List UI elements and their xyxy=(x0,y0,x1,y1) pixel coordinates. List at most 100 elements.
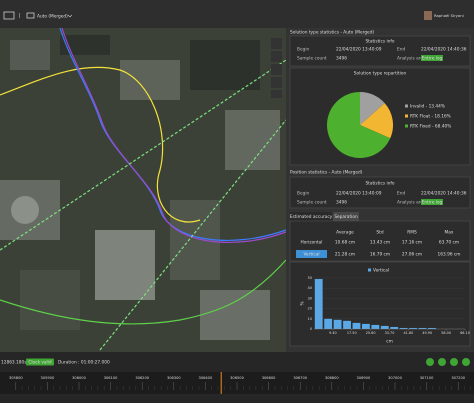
row-label: Vertical xyxy=(303,252,319,258)
y-tick-label: 0 xyxy=(310,327,312,331)
tool-button[interactable] xyxy=(271,51,282,62)
tool-button[interactable] xyxy=(271,64,282,75)
field-label: Sample count xyxy=(297,56,327,62)
stats-table: Average Std RMS Max Horizontal 10.68 cm 13.43 … xyxy=(301,230,461,258)
info-title: Statistics info xyxy=(365,39,394,45)
x-tick-label: 66.10 xyxy=(460,331,470,335)
row-label: Horizontal xyxy=(301,240,323,246)
pie-slice xyxy=(360,92,385,125)
field-label: End xyxy=(397,47,405,53)
area-button[interactable] xyxy=(421,199,443,205)
bar xyxy=(361,323,370,329)
field-value: 3496 xyxy=(336,56,347,62)
y-label: % xyxy=(300,301,306,305)
pie-slice xyxy=(327,92,391,158)
pie-slice xyxy=(360,103,394,139)
y-tick-label: 40 xyxy=(308,286,312,290)
field-label: End xyxy=(397,191,405,197)
tool-button[interactable] xyxy=(271,38,282,49)
legend-swatch xyxy=(405,104,408,108)
cell: 27.06 cm xyxy=(402,252,422,258)
tab-label[interactable]: Separation xyxy=(334,214,358,220)
timeline-tick-label: 306100 xyxy=(104,376,118,380)
timeline-tick-label: 306500 xyxy=(230,376,244,380)
x-tick-label: 17.50 xyxy=(347,331,357,335)
map-tools xyxy=(271,38,282,98)
cell: 10.68 cm xyxy=(335,240,355,246)
x-tick-label: 33.70 xyxy=(385,331,395,335)
bar xyxy=(371,324,380,329)
x-label: cm xyxy=(386,340,393,345)
timeline-tick-label: 306000 xyxy=(72,376,86,380)
field-value: 22/04/2020 13:40:09 xyxy=(336,47,382,53)
bar xyxy=(333,319,342,329)
column-header: Max xyxy=(445,230,454,236)
step-button[interactable] xyxy=(438,358,446,366)
step-button[interactable] xyxy=(450,358,458,366)
area-value[interactable]: Entire log xyxy=(422,200,443,206)
time: 12863.180s xyxy=(1,360,27,366)
timeline-tick-label: 307000 xyxy=(388,376,402,380)
field-label: Sample count xyxy=(297,200,327,206)
layers-icon[interactable] xyxy=(3,11,15,20)
x-tick-label: 25.60 xyxy=(366,331,376,335)
user-name[interactable]: Raphaël Siryani xyxy=(434,13,464,18)
timeline-scale: 305800 305900 306000 306100 306200 306300 3064… xyxy=(9,372,471,394)
x-tick-label: 9.40 xyxy=(329,331,337,335)
bar xyxy=(428,327,436,329)
end-button[interactable] xyxy=(462,358,470,366)
field-label: Analysis area xyxy=(397,56,426,62)
tab-label[interactable]: Estimated accuracy xyxy=(290,214,333,220)
column-header: Average xyxy=(336,230,354,236)
bar xyxy=(399,327,408,329)
timeline-tick-label: 306300 xyxy=(167,376,181,380)
legend-label: Vertical xyxy=(373,268,389,274)
timeline-tick-label: 306400 xyxy=(199,376,213,380)
field-label: Analysis area xyxy=(397,200,426,206)
histogram: Vertical 0 10 20 30 40 50 9.40 17.50 25.60 33.70 41… xyxy=(300,268,470,345)
x-tick-label: 41.80 xyxy=(404,331,414,335)
row-highlight xyxy=(296,250,327,258)
pie-chart: Invalid - 13.44% RTK Float - 18.16% RTK Fi… xyxy=(327,92,451,158)
legend-swatch xyxy=(405,114,408,118)
area-value[interactable]: Entire log xyxy=(422,56,443,62)
tool-button[interactable] xyxy=(271,77,282,88)
avatar xyxy=(424,11,432,20)
bar xyxy=(352,322,361,329)
x-tick-label: 49.90 xyxy=(422,331,432,335)
y-tick-label: 30 xyxy=(308,296,312,300)
play-button[interactable] xyxy=(426,358,434,366)
cell: 16.79 cm xyxy=(370,252,390,258)
cell: 17.16 cm xyxy=(402,240,422,246)
timeline-tick-label: 307100 xyxy=(420,376,434,380)
duration: Duration : 01:00:27.000 xyxy=(58,360,110,366)
legend-swatch xyxy=(405,124,408,128)
map-buildings xyxy=(0,35,280,340)
cell: 163.96 cm xyxy=(438,252,461,258)
source-icon[interactable] xyxy=(26,12,35,19)
field-label: Begin xyxy=(297,191,310,197)
field-value: 22/04/2020 13:40:09 xyxy=(336,191,382,197)
toolbar xyxy=(0,0,474,28)
timeline-tick-label: 306700 xyxy=(293,376,307,380)
x-tick-label: 58.00 xyxy=(441,331,451,335)
tab[interactable] xyxy=(290,212,332,221)
timeline-tick-label: 306600 xyxy=(262,376,276,380)
legend-label: RTK Float - 18.16% xyxy=(410,114,451,120)
legend-label: RTK Fixed - 68.40% xyxy=(410,124,451,130)
tab-active[interactable] xyxy=(333,212,359,221)
clock-label[interactable]: Clock valid xyxy=(28,360,52,366)
y-tick-label: 10 xyxy=(308,317,312,321)
legend-label: Invalid - 13.44% xyxy=(410,104,445,110)
column-header: Std xyxy=(376,230,383,236)
cell: 13.43 cm xyxy=(370,240,390,246)
area-button[interactable] xyxy=(421,55,443,61)
legend-swatch xyxy=(368,268,371,272)
tool-button[interactable] xyxy=(271,90,282,98)
dropdown-arrow xyxy=(67,14,73,18)
y-tick-label: 50 xyxy=(308,276,312,280)
source-selector[interactable]: Auto (Merged) xyxy=(37,14,68,20)
clock-button[interactable] xyxy=(26,358,54,366)
bar xyxy=(409,327,418,329)
